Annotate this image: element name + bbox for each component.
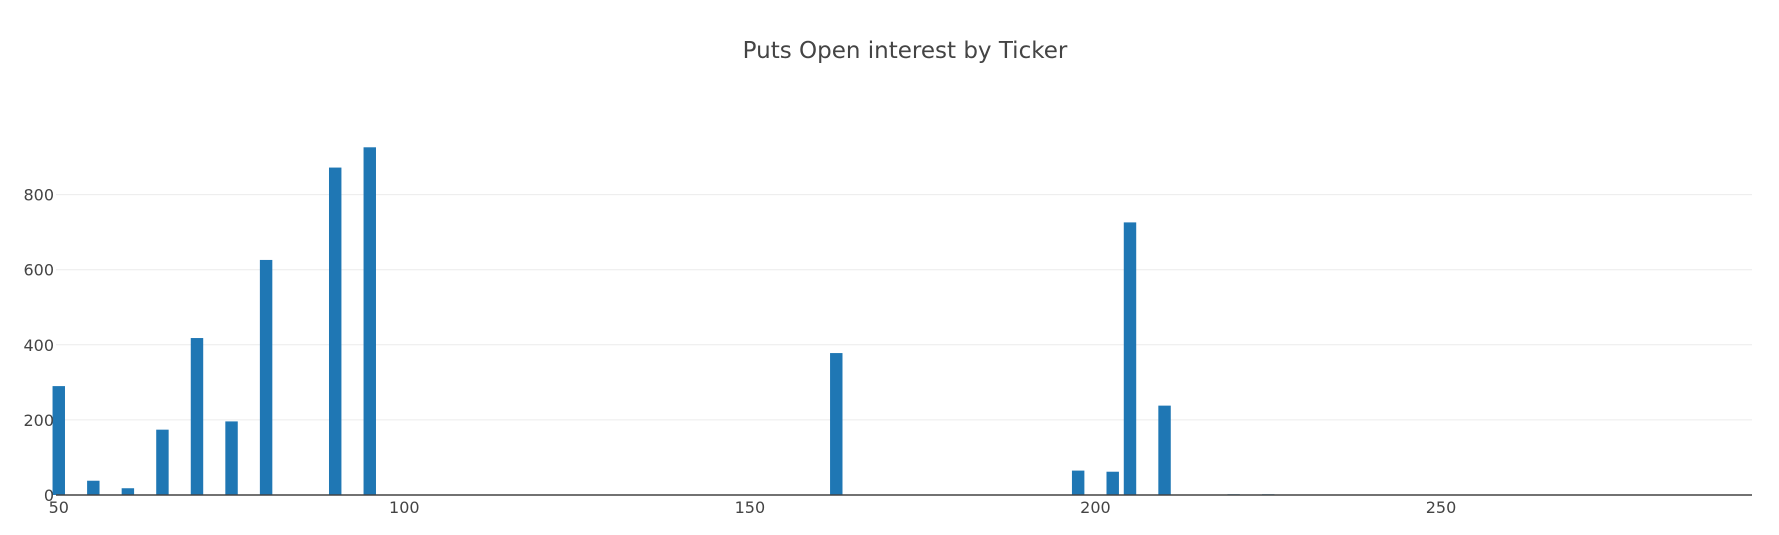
bar-162.5[interactable] [830,353,843,495]
chart-title: Puts Open interest by Ticker [743,38,1068,64]
bar-210[interactable] [1158,405,1171,495]
bar-50[interactable] [52,386,65,495]
bar-197.5[interactable] [1071,470,1085,495]
x-tick-label-50: 50 [49,498,69,517]
x-tick-label-150: 150 [735,498,766,517]
gridlines [56,194,1752,421]
x-tick-label-100: 100 [389,498,420,517]
bar-70[interactable] [190,338,204,495]
bar-65[interactable] [156,429,169,495]
bar-80[interactable] [259,259,273,495]
bar-90[interactable] [328,167,342,495]
bar-55[interactable] [87,480,100,495]
bar-95[interactable] [363,147,376,495]
bar-75[interactable] [225,421,238,495]
bar-202.5[interactable] [1106,471,1119,495]
y-tick-label-200: 200 [23,411,54,430]
y-tick-label-400: 400 [23,336,54,355]
bar-205[interactable] [1123,222,1137,496]
y-tick-label-800: 800 [23,186,54,205]
x-tick-label-250: 250 [1426,498,1457,517]
x-tick-label-200: 200 [1080,498,1111,517]
bars [52,147,1275,496]
y-tick-label-600: 600 [23,261,54,280]
tick-labels: 0 200 400 600 800 50 100 150 200 250 [23,186,1456,517]
y-tick-label-0: 0 [44,486,54,505]
bar-60[interactable] [121,488,135,495]
